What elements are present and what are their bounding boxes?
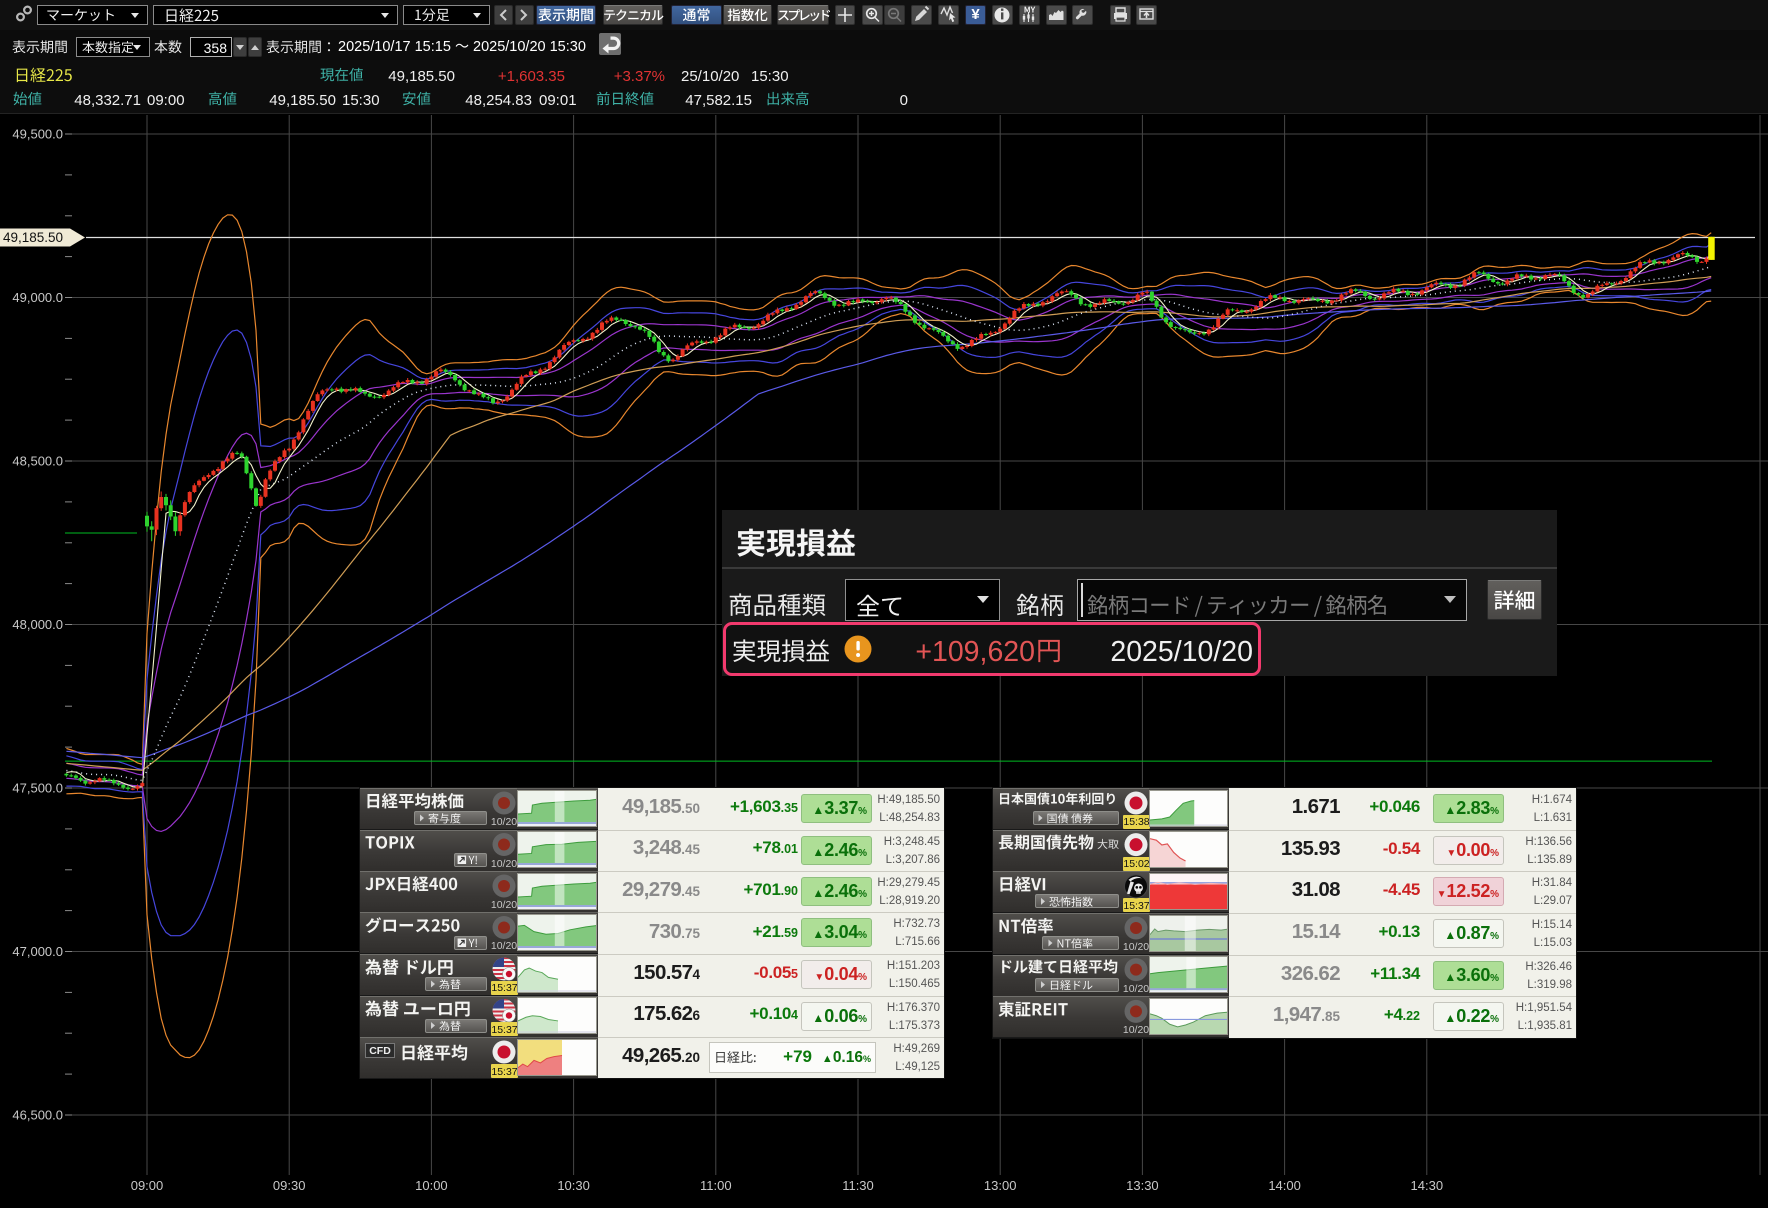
svg-text:11:00: 11:00	[700, 1178, 732, 1193]
svg-text:47,500.0: 47,500.0	[12, 781, 63, 796]
svg-text:48,500.0: 48,500.0	[12, 454, 63, 469]
svg-text:13:00: 13:00	[984, 1178, 1017, 1193]
svg-text:46,500.0: 46,500.0	[12, 1108, 63, 1123]
svg-text:47,000.0: 47,000.0	[12, 944, 63, 959]
svg-text:09:00: 09:00	[131, 1178, 164, 1193]
svg-text:49,185.50: 49,185.50	[3, 230, 63, 245]
svg-text:14:30: 14:30	[1411, 1178, 1444, 1193]
svg-text:49,500.0: 49,500.0	[12, 127, 63, 142]
svg-text:49,000.0: 49,000.0	[12, 290, 63, 305]
svg-text:10:00: 10:00	[415, 1178, 448, 1193]
svg-text:48,000.0: 48,000.0	[12, 617, 63, 632]
svg-text:11:30: 11:30	[842, 1178, 874, 1193]
svg-text:10:30: 10:30	[557, 1178, 590, 1193]
svg-text:13:30: 13:30	[1126, 1178, 1159, 1193]
svg-text:09:30: 09:30	[273, 1178, 306, 1193]
svg-text:14:00: 14:00	[1268, 1178, 1301, 1193]
